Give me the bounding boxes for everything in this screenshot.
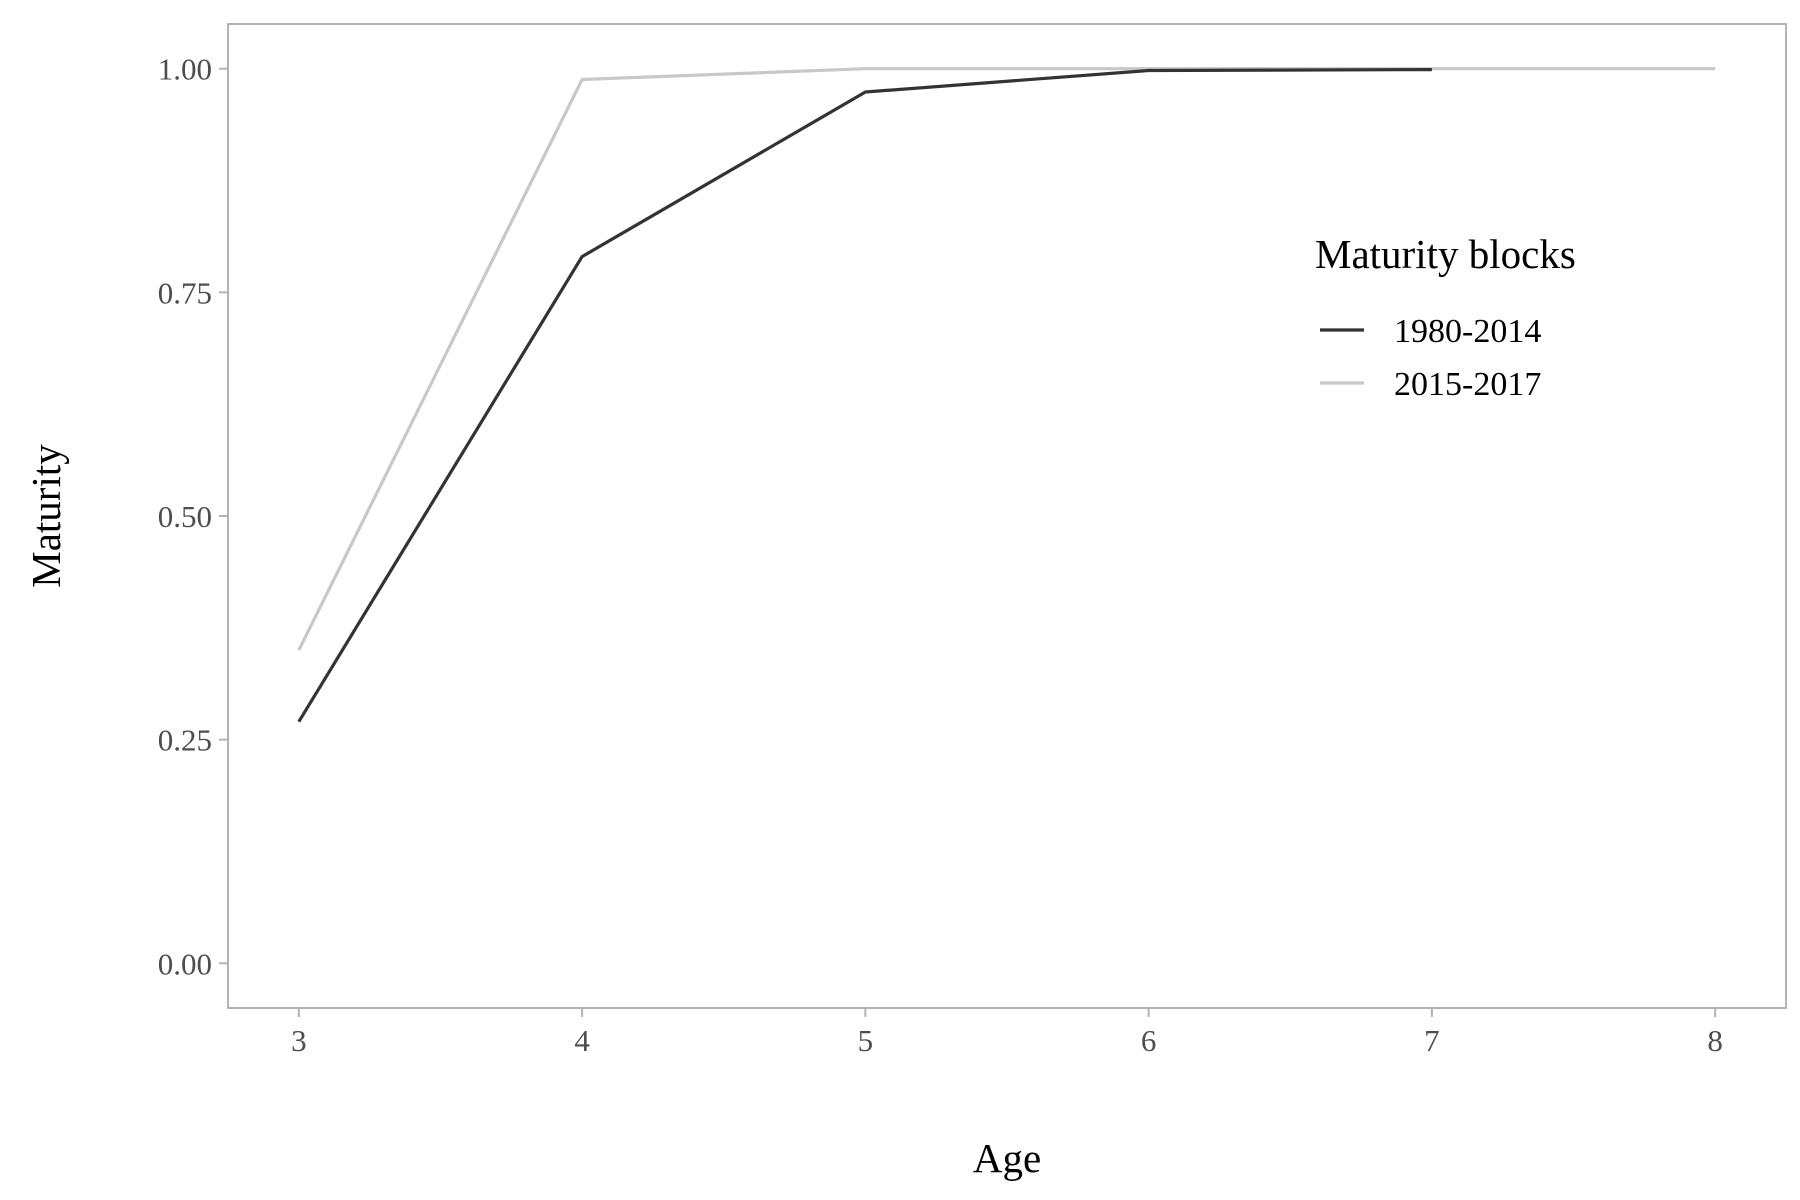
y-axis-title: Maturity [23,444,69,588]
series-line-1 [297,68,1432,723]
x-tick-label: 7 [1424,1023,1440,1058]
legend-title: Maturity blocks [1315,231,1576,277]
y-tick-label: 0.25 [158,723,212,758]
x-axis-title: Age [973,1135,1041,1181]
x-tick-label: 8 [1707,1023,1723,1058]
y-tick-label: 1.00 [158,52,212,87]
legend: Maturity blocks 1980-2014 2015-2017 [1315,231,1576,403]
legend-label-2: 2015-2017 [1394,366,1541,403]
x-tick-label: 3 [291,1023,307,1058]
series-line-2 [297,67,1716,651]
y-axis: 0.00 0.25 0.50 0.75 1.00 [158,52,228,981]
y-tick-label: 0.00 [158,946,212,981]
x-tick-label: 6 [1141,1023,1157,1058]
plot-panel-border [227,23,1787,1009]
x-axis: 3 4 5 6 7 8 [291,1008,1723,1058]
series-layer [297,67,1716,723]
legend-label-1: 1980-2014 [1394,313,1541,350]
y-tick-label: 0.50 [158,499,212,534]
x-tick-label: 5 [858,1023,874,1058]
x-tick-label: 4 [574,1023,590,1058]
legend-items: 1980-2014 2015-2017 [1320,313,1541,403]
y-tick-label: 0.75 [158,275,212,310]
